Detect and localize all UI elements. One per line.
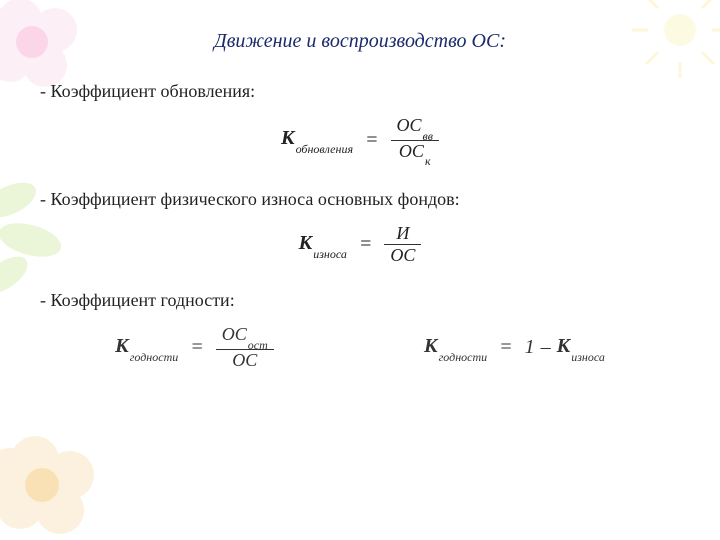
f3a-eq: = [190,336,204,359]
f2-eq: = [359,233,373,256]
f1-num-var: ОС [397,115,422,135]
item-label-3: - Коэффициент годности: [40,290,680,311]
f3b-lhs-var: К [424,335,438,357]
f1-lhs-var: К [281,127,295,149]
f2-lhs-var: К [299,232,313,254]
f3b-one: 1 [525,336,535,359]
formula-wear: Кизноса = И ОС [40,224,680,267]
formula-renewal: Кобновления = ОСвв ОСк [40,116,680,165]
f1-den-var: ОС [399,141,424,161]
f3b-eq: = [499,336,513,359]
f2-den-var: ОС [384,246,421,266]
f1-num-sub: вв [423,129,433,143]
f3b-lhs-sub: годности [439,350,488,364]
f1-fraction: ОСвв ОСк [391,116,439,165]
slide-content: Движение и воспроизводство ОС: - Коэффиц… [0,0,720,391]
f3a-num-var: ОС [222,324,247,344]
f3a-den-var: ОС [226,351,263,371]
formula-validity-row: Кгодности = ОСост ОС Кгодности = 1 – Киз… [40,325,680,371]
f2-num-var: И [390,224,415,244]
f2-fraction: И ОС [384,224,421,267]
f2-lhs-sub: износа [313,247,347,261]
decoration-flower-orange [0,400,135,540]
f3b-rhs-sub: износа [571,350,605,364]
item-label-2: - Коэффициент физического износа основны… [40,189,680,210]
f1-eq: = [365,129,379,152]
f3b-rhs-var: К [557,335,571,357]
f3a-fraction: ОСост ОС [216,325,274,371]
f1-den-sub: к [425,154,431,168]
item-label-1: - Коэффициент обновления: [40,81,680,102]
f3a-lhs-sub: годности [130,350,179,364]
f3a-lhs-var: К [115,335,129,357]
slide-title: Движение и воспроизводство ОС: [40,30,680,53]
f3b-minus: – [541,336,551,359]
f1-lhs-sub: обновления [296,142,353,156]
f3a-num-sub: ост [248,338,268,352]
